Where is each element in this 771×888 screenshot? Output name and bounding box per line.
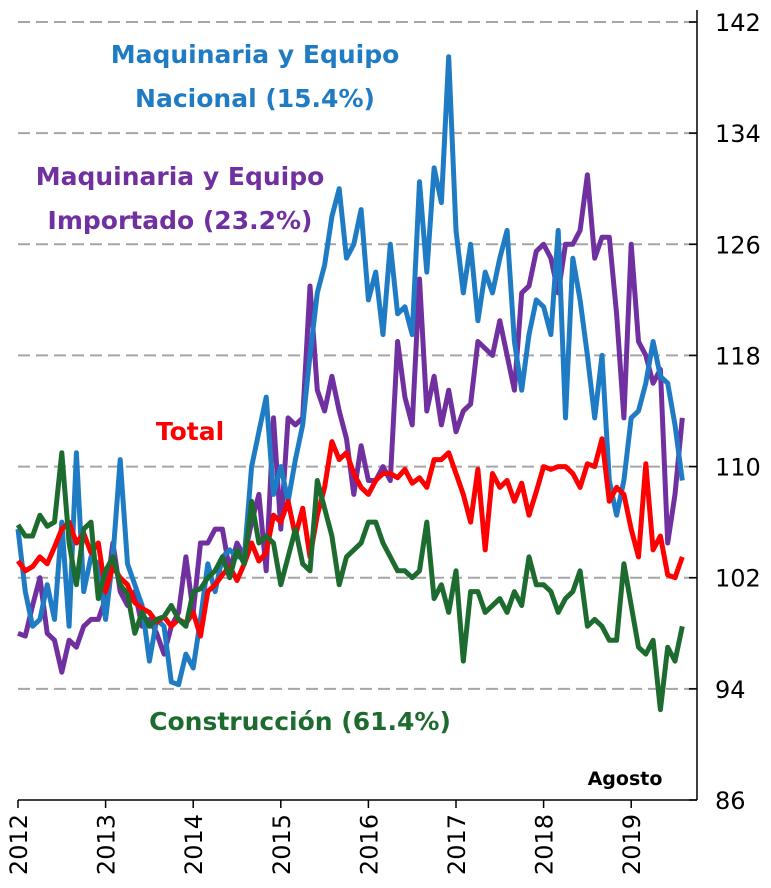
x-tick-label: 2016 (355, 814, 383, 875)
x-tick-label: 2015 (268, 814, 296, 875)
x-tick-label: 2014 (180, 814, 208, 875)
series-label: Maquinaria y Equipo Importado (23.2%) (35, 162, 325, 235)
y-tick-label: 134 (715, 120, 761, 148)
y-tick-label: 142 (715, 9, 761, 37)
y-tick-label: 110 (715, 454, 761, 482)
x-tick-label: 2013 (93, 814, 121, 875)
series-label: Construcción (61.4%) (149, 707, 451, 736)
x-tick-label: 2019 (618, 814, 646, 875)
x-tick-label: 2018 (531, 814, 559, 875)
y-tick-label: 126 (715, 231, 761, 259)
x-tick-label: 2012 (5, 814, 33, 875)
y-tick-label: 94 (715, 676, 746, 704)
series-label: Total (155, 417, 225, 446)
line-series (15, 436, 685, 639)
y-tick-label: 86 (715, 787, 746, 815)
x-tick-label: 2017 (443, 814, 471, 875)
y-tick-label: 102 (715, 565, 761, 593)
series-label: Maquinaria y Equipo Nacional (15.4%) (110, 40, 400, 113)
line-series (15, 450, 685, 713)
annotation: Agosto (587, 768, 663, 790)
y-tick-label: 118 (715, 342, 761, 370)
line-series (15, 54, 685, 688)
